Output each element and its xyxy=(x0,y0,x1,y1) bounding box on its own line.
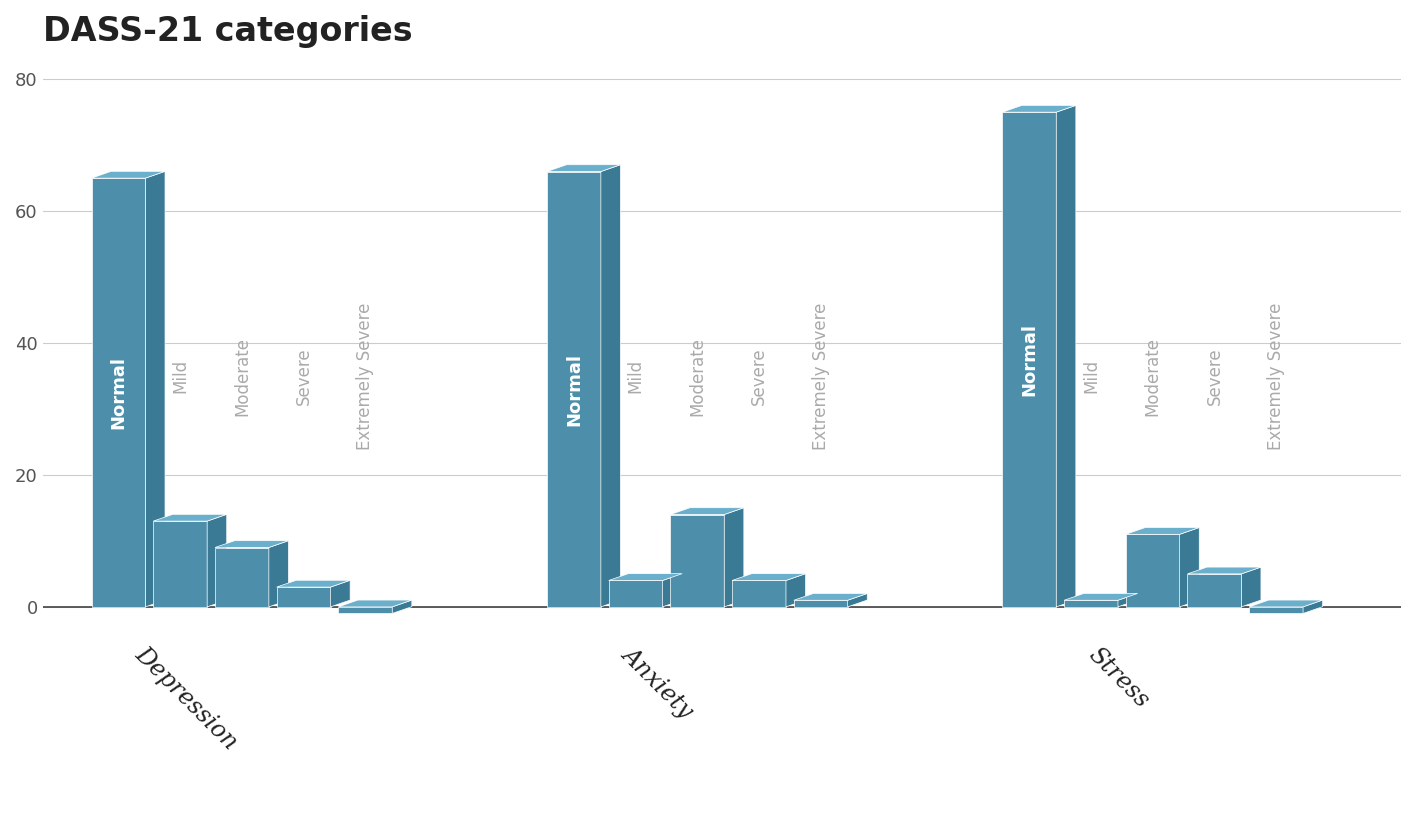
Polygon shape xyxy=(609,574,683,581)
Polygon shape xyxy=(1242,567,1262,607)
Polygon shape xyxy=(269,541,289,607)
Text: Normal: Normal xyxy=(1021,323,1038,396)
Text: Normal: Normal xyxy=(109,356,127,429)
Polygon shape xyxy=(153,521,207,607)
Polygon shape xyxy=(547,172,600,607)
Text: DASS-21 categories: DASS-21 categories xyxy=(42,15,412,48)
Polygon shape xyxy=(794,600,848,607)
Polygon shape xyxy=(724,508,743,607)
Polygon shape xyxy=(1063,600,1119,607)
Polygon shape xyxy=(1119,593,1137,607)
Polygon shape xyxy=(146,171,166,607)
Polygon shape xyxy=(92,178,146,607)
Text: Moderate: Moderate xyxy=(1144,337,1161,416)
Text: Anxiety: Anxiety xyxy=(617,643,697,723)
Polygon shape xyxy=(1063,593,1137,600)
Polygon shape xyxy=(1180,527,1199,607)
Polygon shape xyxy=(207,515,227,607)
Polygon shape xyxy=(1003,112,1056,607)
Polygon shape xyxy=(1056,106,1076,607)
Polygon shape xyxy=(1249,600,1323,607)
Text: Depression: Depression xyxy=(130,643,242,754)
Text: Extremely Severe: Extremely Severe xyxy=(811,303,830,450)
Polygon shape xyxy=(338,607,392,613)
Text: Mild: Mild xyxy=(1082,359,1100,393)
Polygon shape xyxy=(1126,527,1199,535)
Polygon shape xyxy=(670,515,724,607)
Text: Severe: Severe xyxy=(295,347,313,405)
Polygon shape xyxy=(338,600,412,607)
Text: Moderate: Moderate xyxy=(232,337,251,416)
Text: Extremely Severe: Extremely Severe xyxy=(357,303,374,450)
Text: Extremely Severe: Extremely Severe xyxy=(1267,303,1286,450)
Polygon shape xyxy=(1126,535,1180,607)
Polygon shape xyxy=(1188,574,1242,607)
Polygon shape xyxy=(794,593,867,600)
Text: Moderate: Moderate xyxy=(688,337,707,416)
Polygon shape xyxy=(600,165,620,607)
Polygon shape xyxy=(330,580,350,607)
Polygon shape xyxy=(215,541,289,547)
Polygon shape xyxy=(609,581,663,607)
Polygon shape xyxy=(663,574,683,607)
Polygon shape xyxy=(786,574,806,607)
Text: Severe: Severe xyxy=(750,347,767,405)
Polygon shape xyxy=(1188,567,1262,574)
Polygon shape xyxy=(276,587,330,607)
Polygon shape xyxy=(92,171,166,178)
Polygon shape xyxy=(1249,607,1303,613)
Polygon shape xyxy=(1303,600,1323,613)
Polygon shape xyxy=(547,165,620,172)
Text: Stress: Stress xyxy=(1083,643,1153,712)
Text: Mild: Mild xyxy=(171,359,190,393)
Polygon shape xyxy=(392,600,412,613)
Text: Severe: Severe xyxy=(1205,347,1223,405)
Polygon shape xyxy=(153,515,227,521)
Polygon shape xyxy=(670,508,743,515)
Text: Normal: Normal xyxy=(565,353,583,426)
Polygon shape xyxy=(732,574,806,581)
Text: Mild: Mild xyxy=(627,359,644,393)
Polygon shape xyxy=(1003,106,1076,112)
Polygon shape xyxy=(276,580,350,587)
Polygon shape xyxy=(215,547,269,607)
Polygon shape xyxy=(732,581,786,607)
Polygon shape xyxy=(848,593,867,607)
